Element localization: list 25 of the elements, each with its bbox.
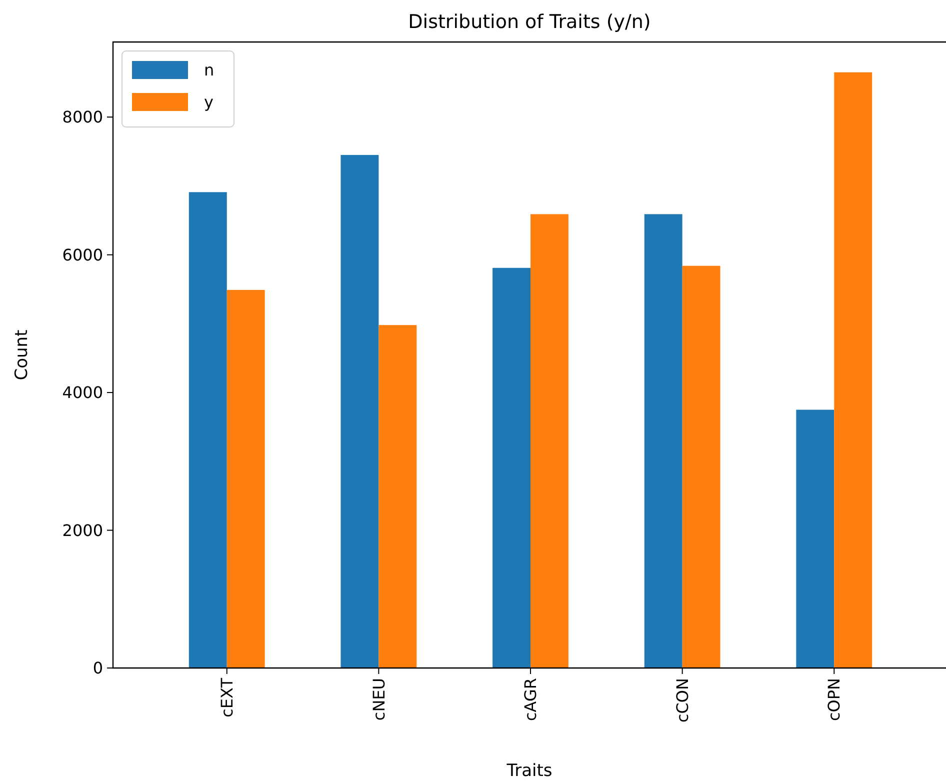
x-tick-label: cEXT <box>217 678 236 718</box>
y-tick-label: 4000 <box>62 383 103 402</box>
bar <box>188 192 227 668</box>
y-tick-label: 2000 <box>62 520 103 540</box>
chart-title: Distribution of Traits (y/n) <box>408 11 651 33</box>
y-tick-label: 0 <box>92 658 103 678</box>
y-tick-label: 6000 <box>62 245 103 264</box>
bar <box>644 214 682 668</box>
bar <box>340 154 379 668</box>
bar <box>682 266 720 668</box>
bar <box>226 290 265 668</box>
y-tick-label: 8000 <box>62 108 103 127</box>
x-tick-label: cNEU <box>369 678 388 721</box>
bar <box>530 214 568 668</box>
x-axis-title: Traits <box>506 761 552 781</box>
legend-label: y <box>204 92 214 112</box>
bar <box>378 325 417 668</box>
legend-label: n <box>204 60 214 80</box>
x-tick-label: cOPN <box>824 678 844 722</box>
y-axis-title: Count <box>12 329 32 380</box>
bar <box>834 72 872 668</box>
bar <box>492 268 530 668</box>
bar <box>796 410 834 668</box>
x-tick-label: cAGR <box>521 678 540 721</box>
x-tick-label: cCON <box>672 678 692 723</box>
